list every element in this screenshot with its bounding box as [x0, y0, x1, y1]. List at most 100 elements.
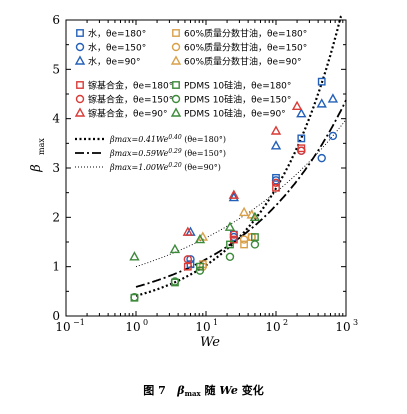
y-tick-label: 6: [52, 13, 60, 27]
marker-galinstan-90: [182, 226, 194, 236]
marker-glycerol-180: [240, 240, 248, 249]
marker-pdms-90: [224, 221, 236, 231]
marker-water-90: [316, 98, 327, 108]
legend-marker-galinstan-180: [76, 81, 84, 89]
legend-marker-water-180: [76, 29, 84, 37]
marker-galinstan-150: [297, 146, 306, 155]
x-tick-exponent: −1: [73, 318, 85, 327]
marker-water-150: [317, 153, 326, 163]
marker-pdms-150: [130, 293, 139, 302]
x-tick-label: 10: [335, 320, 350, 334]
marker-galinstan-180: [272, 183, 280, 192]
marker-water-150: [328, 131, 338, 141]
legend-label-water-180: 水，θe=180°: [88, 28, 146, 40]
y-axis-label: β max: [29, 138, 46, 173]
legend-label-fit-180: βmax=0.41We0.40 (θe=180°): [109, 134, 226, 144]
x-axis-label: We: [200, 335, 220, 350]
fit-90-curve: [135, 119, 347, 268]
marker-pdms-150: [225, 252, 235, 261]
marker-pdms-90: [169, 243, 181, 254]
caption-beta: β: [177, 384, 185, 397]
marker-galinstan-150: [229, 230, 239, 239]
legend-marker-galinstan-150: [75, 94, 85, 104]
x-tick-exponent: 1: [213, 318, 218, 327]
marker-water-90: [228, 191, 240, 202]
legend-label-glycerol-180: 60%质量分数甘油，θe=180°: [184, 28, 307, 40]
y-tick-label: 0: [52, 309, 60, 323]
marker-pdms-90: [129, 251, 140, 261]
series-pdms-90: [129, 211, 261, 261]
marker-pdms-180: [196, 262, 204, 271]
marker-pdms-150: [250, 240, 260, 249]
legend-label-galinstan-150: 镓基合金，θe=150°: [88, 94, 173, 106]
legend-marker-glycerol-150: [171, 42, 181, 52]
series-galinstan-150: [183, 146, 306, 264]
legend-marker-pdms-180: [172, 81, 180, 89]
marker-water-150: [271, 176, 281, 185]
y-tick-label: 4: [52, 112, 60, 126]
legend-marker-galinstan-90: [74, 107, 86, 117]
legend-label-galinstan-90: 镓基合金，θe=90°: [88, 108, 168, 120]
caption-middle: 随: [200, 384, 220, 397]
marker-glycerol-90: [238, 206, 250, 217]
marker-pdms-180: [226, 240, 234, 249]
legend-label-water-90: 水，θe=90°: [88, 56, 141, 68]
fit-150-curve: [135, 99, 347, 288]
marker-pdms-180: [251, 233, 259, 241]
marker-water-180: [317, 77, 326, 86]
y-axis-label-sub: max: [37, 138, 46, 155]
marker-water-150: [186, 255, 195, 264]
marker-glycerol-150: [239, 235, 249, 244]
legend-label-galinstan-180: 镓基合金，θe=180°: [88, 80, 173, 92]
marker-galinstan-90: [228, 189, 240, 199]
legend-marker-pdms-150: [171, 94, 181, 104]
marker-galinstan-150: [183, 255, 193, 264]
legend-marker-water-150: [75, 42, 85, 52]
x-tick-exponent: 3: [353, 318, 358, 327]
y-tick-label: 1: [52, 260, 60, 274]
figure-caption: 图 7 βmax 随 We 变化: [0, 382, 407, 398]
legend-label-pdms-90: PDMS 10硅油，θe=90°: [184, 108, 286, 120]
marker-pdms-150: [195, 266, 205, 275]
series-galinstan-90: [182, 100, 303, 236]
legend-label-fit-150: βmax=0.59We0.29 (θe=150°): [109, 148, 226, 158]
legend-label-pdms-150: PDMS 10硅油，θe=150°: [184, 94, 291, 106]
marker-galinstan-150: [271, 178, 281, 188]
series-water-180: [186, 77, 326, 269]
legend-marker-glycerol-180: [172, 29, 180, 37]
x-tick-exponent: 0: [143, 318, 148, 327]
caption-beta-sub: max: [184, 389, 201, 398]
legend-marker-water-90: [74, 55, 86, 65]
legend-label-glycerol-150: 60%质量分数甘油，θe=150°: [184, 42, 307, 54]
legend-label-fit-90: βmax=1.00We0.20 (θe=90°): [109, 162, 221, 172]
x-tick-label: 10: [195, 320, 210, 334]
legend-label-glycerol-90: 60%质量分数甘油，θe=90°: [184, 56, 302, 68]
y-tick-label: 2: [52, 210, 60, 224]
series-glycerol-90: [197, 206, 257, 241]
marker-water-90: [296, 108, 307, 118]
fit-180-curve: [135, 14, 343, 297]
marker-galinstan-90: [291, 100, 303, 111]
series-pdms-150: [130, 240, 260, 302]
marker-pdms-90: [249, 211, 261, 222]
marker-pdms-90: [194, 233, 206, 244]
caption-we: We: [219, 384, 238, 397]
marker-water-90: [327, 93, 339, 103]
legend-label-pdms-180: PDMS 10硅油，θe=180°: [184, 80, 291, 92]
x-tick-label: 10: [55, 320, 70, 334]
caption-tail: 变化: [237, 384, 264, 397]
legend-marker-pdms-90: [170, 107, 182, 117]
x-tick-exponent: 2: [283, 318, 288, 327]
legend-marker-glycerol-90: [170, 55, 182, 65]
x-tick-label: 10: [125, 320, 140, 334]
x-tick-label: 10: [265, 320, 280, 334]
y-tick-label: 3: [52, 161, 60, 175]
marker-galinstan-180: [183, 262, 192, 271]
y-axis-label-beta: β: [29, 164, 44, 173]
legend-label-water-150: 水，θe=150°: [88, 42, 146, 54]
marker-pdms-150: [170, 277, 180, 286]
marker-water-180: [297, 134, 306, 143]
caption-figure-no: 图 7: [143, 384, 166, 397]
marker-water-90: [270, 140, 282, 150]
